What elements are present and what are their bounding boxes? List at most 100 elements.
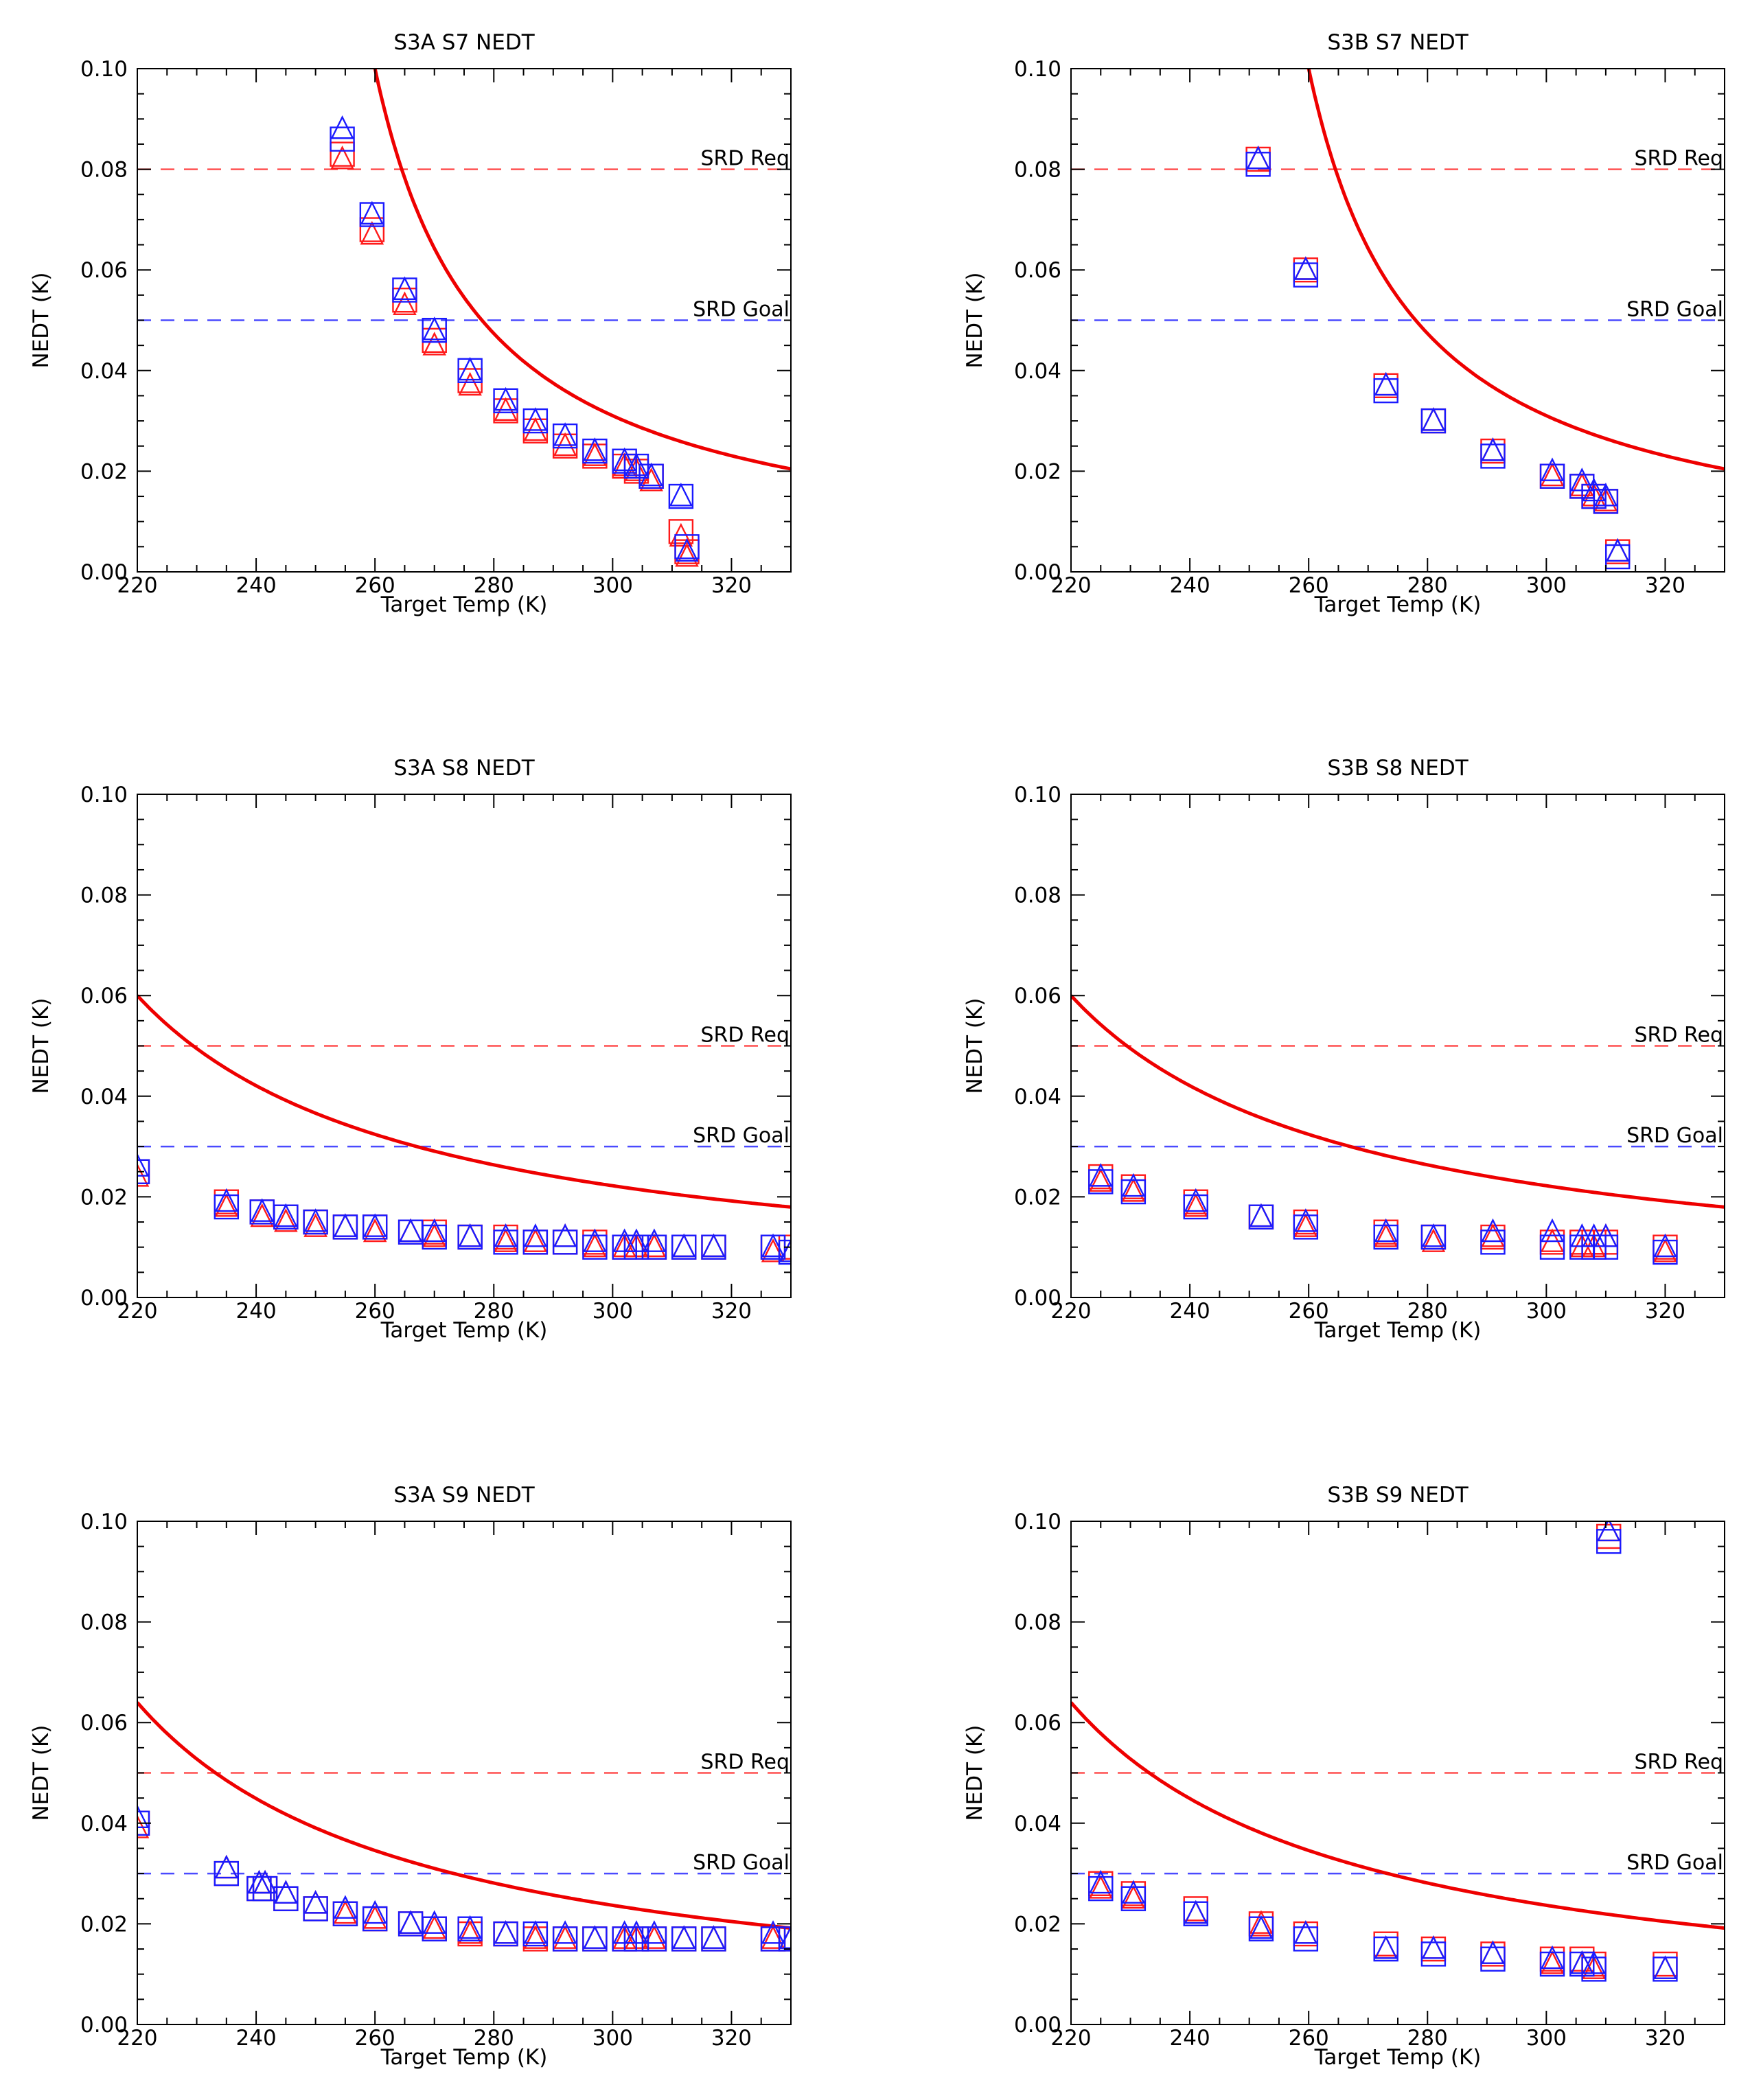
- data-point: [1539, 1951, 1565, 1977]
- data-point: [1539, 1234, 1565, 1260]
- y-tick-label: 0.06: [1014, 1711, 1061, 1735]
- series-blue-squares: [330, 126, 700, 559]
- data-point: [624, 452, 649, 476]
- y-tick-label: 0.04: [80, 1812, 128, 1836]
- chart-panel: SRD Req SRD Goal 220 240 260 280 300 320 0.00 0.0…: [29, 1483, 792, 2070]
- plot-area: [137, 1701, 791, 1952]
- data-point: [330, 141, 355, 167]
- data-point: [303, 1896, 328, 1922]
- data-point: [1421, 407, 1446, 431]
- series-red-squares: [1245, 146, 1631, 564]
- data-point: [671, 1233, 696, 1258]
- x-tick-label: 220: [1050, 1299, 1091, 1324]
- data-point: [669, 483, 693, 507]
- data-point: [1540, 462, 1565, 487]
- data-point: [1184, 1193, 1208, 1217]
- y-tick-label: 0.04: [1014, 359, 1061, 384]
- data-point: [1293, 262, 1319, 288]
- series-blue-squares: [1245, 152, 1631, 570]
- data-point: [274, 1880, 298, 1904]
- data-point: [1593, 1234, 1619, 1260]
- y-tick-label: 0.10: [80, 57, 128, 82]
- y-axis-label: NEDT (K): [29, 273, 54, 369]
- data-point: [1293, 1920, 1318, 1944]
- data-point: [1420, 408, 1447, 434]
- y-tick-label: 0.02: [80, 1185, 128, 1210]
- data-point: [1420, 1941, 1447, 1967]
- data-point: [1121, 1880, 1146, 1904]
- data-point: [1582, 477, 1606, 502]
- x-tick-label: 240: [236, 573, 277, 598]
- data-point: [701, 1234, 726, 1260]
- chart-title: S3A S9 NEDT: [393, 1483, 535, 1508]
- chart-panel: SRD Req SRD Goal 220 240 260 280 300 320 0.00 0.0…: [963, 1483, 1725, 2070]
- data-point: [642, 1920, 667, 1944]
- data-point: [583, 442, 607, 466]
- model-curve: [137, 1701, 791, 1930]
- data-point: [214, 1860, 240, 1886]
- data-point: [362, 1905, 387, 1929]
- series-blue-squares: [137, 1159, 791, 1265]
- data-point: [761, 1233, 785, 1258]
- series-red-squares: [1088, 1523, 1678, 1977]
- plot-area: [137, 994, 791, 1265]
- data-point: [1293, 1214, 1319, 1240]
- data-point: [330, 115, 354, 139]
- data-point: [422, 317, 447, 343]
- x-tick-label: 260: [355, 2026, 395, 2051]
- data-point: [1183, 1194, 1208, 1220]
- data-point: [1246, 145, 1270, 170]
- data-point: [778, 1239, 791, 1265]
- y-tick-label: 0.00: [80, 1286, 128, 1311]
- chart-title: S3B S8 NEDT: [1327, 756, 1469, 781]
- data-point: [1653, 1239, 1678, 1265]
- data-point: [612, 447, 636, 472]
- x-tick-label: 220: [1050, 573, 1091, 598]
- data-point: [583, 1925, 607, 1949]
- data-point: [1249, 1203, 1274, 1227]
- data-point: [1653, 1238, 1677, 1262]
- x-tick-label: 280: [1407, 1299, 1448, 1324]
- data-point: [494, 1920, 518, 1944]
- data-point: [553, 1223, 577, 1247]
- x-tick-label: 220: [117, 1299, 157, 1324]
- data-point: [1249, 1203, 1274, 1227]
- data-point: [523, 1228, 548, 1252]
- data-point: [582, 1926, 608, 1952]
- data-point: [393, 276, 417, 301]
- series-blue-squares: [1088, 1169, 1678, 1265]
- data-point: [1421, 1935, 1446, 1959]
- y-tick-label: 0.10: [1014, 783, 1061, 807]
- data-point: [1245, 152, 1271, 177]
- y-tick-label: 0.08: [80, 1611, 128, 1635]
- x-tick-label: 260: [1289, 2026, 1329, 2051]
- data-point: [1596, 1529, 1622, 1554]
- data-point: [398, 1219, 424, 1245]
- data-point: [1374, 371, 1398, 396]
- data-point: [642, 1233, 667, 1258]
- x-tick-label: 300: [1526, 573, 1567, 598]
- y-axis-label: NEDT (K): [963, 998, 987, 1094]
- data-point: [250, 1198, 274, 1222]
- x-tick-label: 220: [117, 573, 157, 598]
- data-point: [333, 1900, 358, 1924]
- x-tick-label: 320: [1645, 573, 1685, 598]
- data-point: [253, 1869, 277, 1894]
- data-point: [1293, 257, 1319, 283]
- data-point: [422, 1915, 446, 1939]
- data-point: [761, 1238, 785, 1262]
- data-point: [668, 483, 694, 509]
- reference-label: SRD Req: [700, 147, 790, 171]
- data-point: [552, 1230, 578, 1255]
- data-point: [332, 1214, 358, 1240]
- x-tick-label: 260: [355, 1299, 395, 1324]
- data-point: [330, 126, 355, 152]
- data-point: [583, 437, 607, 461]
- reference-label: SRD Goal: [693, 1851, 790, 1875]
- y-tick-label: 0.08: [80, 884, 128, 908]
- data-point: [671, 1234, 697, 1260]
- reference-label: SRD Goal: [1626, 298, 1723, 322]
- y-axis-label: NEDT (K): [29, 1725, 54, 1821]
- y-axis-label: NEDT (K): [29, 998, 54, 1094]
- data-point: [1089, 1875, 1113, 1899]
